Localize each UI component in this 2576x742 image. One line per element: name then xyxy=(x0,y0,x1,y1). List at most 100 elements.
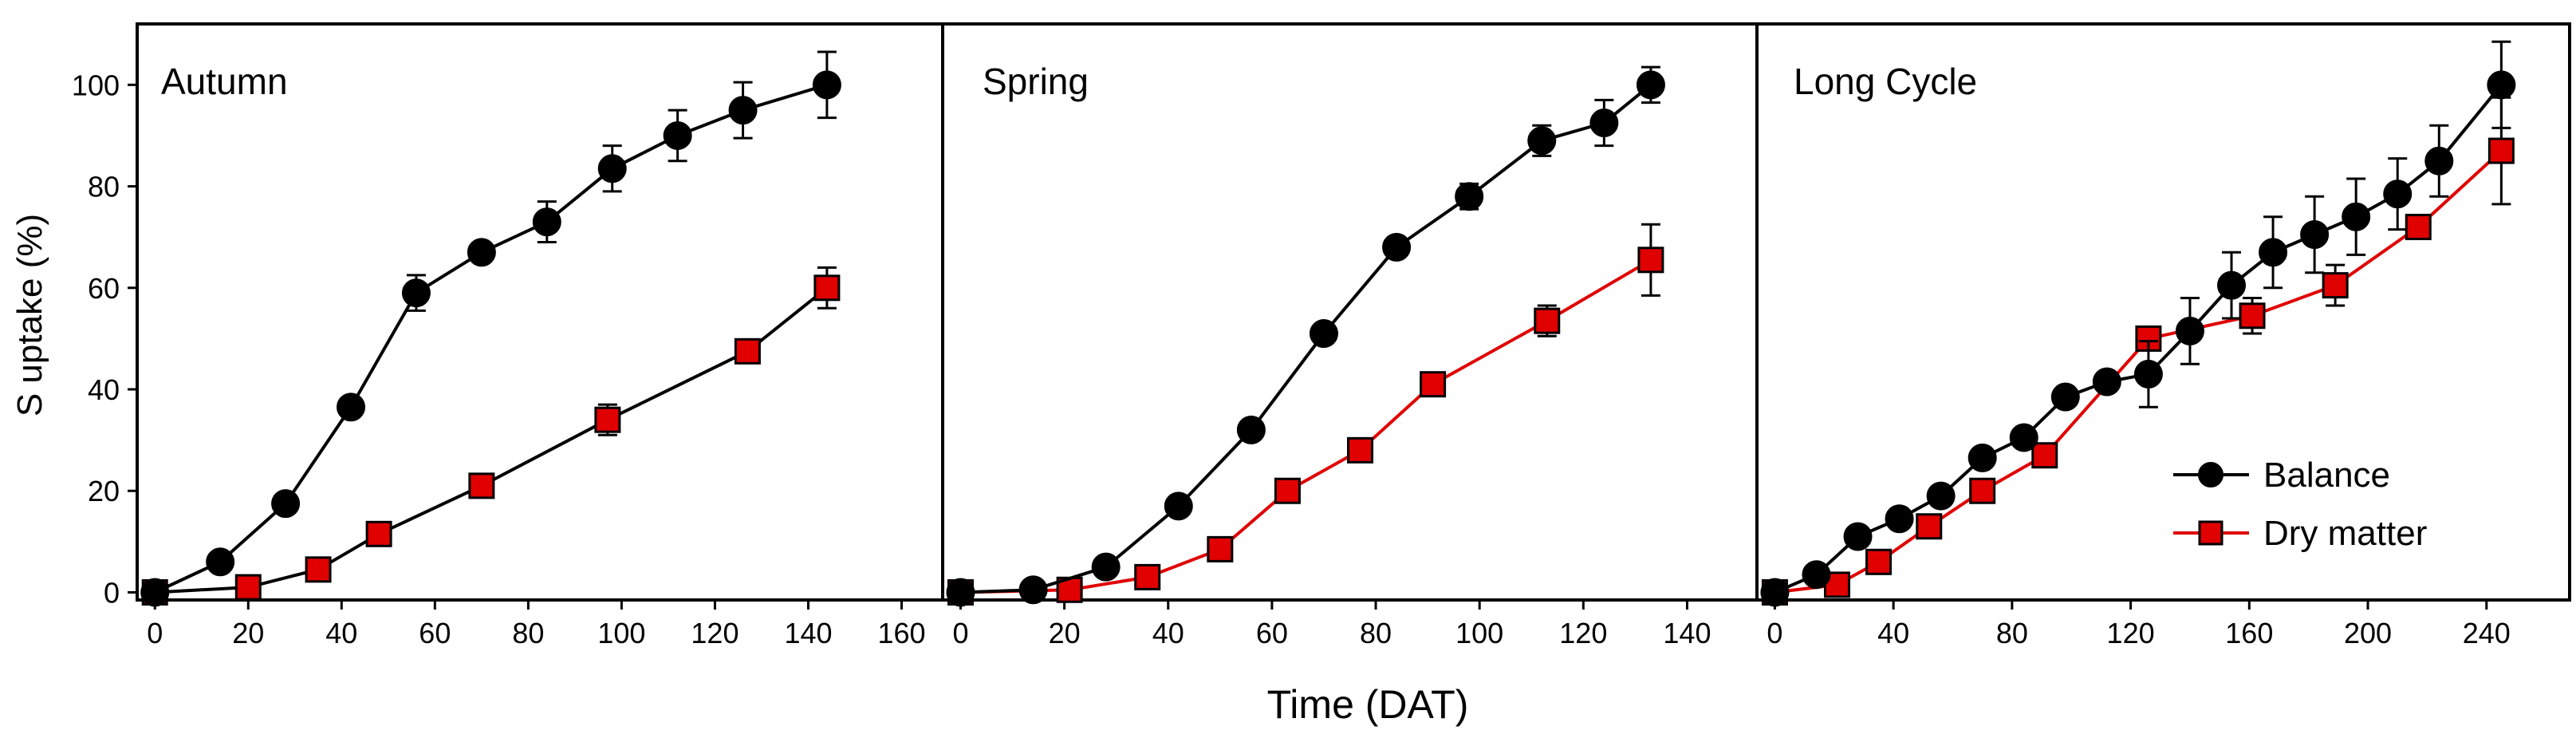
panel-frame xyxy=(136,22,944,602)
data-point-square xyxy=(305,556,332,583)
data-point-square xyxy=(1637,247,1664,274)
x-tick-label: 80 xyxy=(1996,617,2028,649)
data-point-square xyxy=(2031,442,2058,469)
panel-autumn: Autumn 0 20 40 60 80 100 120 140 160 0 20 40 60 80 100 xyxy=(72,22,944,649)
panel-frame xyxy=(1755,22,2571,602)
x-tick-label: 140 xyxy=(784,617,832,649)
legend-balance-marker xyxy=(2198,462,2223,487)
data-point-circle xyxy=(1967,443,1997,472)
data-point-circle xyxy=(2259,238,2288,267)
data-point-circle xyxy=(597,154,627,184)
y-tick-label: 100 xyxy=(72,69,120,101)
data-point-square xyxy=(1274,477,1301,504)
data-point-circle xyxy=(1018,575,1048,605)
x-tick-label: 40 xyxy=(1152,617,1184,649)
data-point-circle xyxy=(2217,270,2247,300)
series-balance xyxy=(946,65,1665,607)
data-point-circle xyxy=(401,278,431,308)
y-tick-label: 0 xyxy=(104,576,120,609)
panel-title: Spring xyxy=(983,61,1089,102)
data-point-circle xyxy=(812,70,841,100)
series-dry-matter xyxy=(141,266,841,606)
data-point-circle xyxy=(336,393,365,422)
data-point-circle xyxy=(2092,367,2121,397)
data-point-square xyxy=(1969,477,1996,504)
data-point-square xyxy=(2239,302,2266,330)
data-point-circle xyxy=(946,578,975,607)
data-point-square xyxy=(1916,513,1943,540)
y-tick-label: 80 xyxy=(88,171,120,203)
x-tick-label: 200 xyxy=(2344,617,2392,649)
data-point-circle xyxy=(2050,382,2080,412)
data-point-circle xyxy=(2487,70,2516,100)
data-point-square xyxy=(1865,548,1893,575)
data-point-circle xyxy=(1527,126,1557,156)
data-point-circle xyxy=(2009,423,2038,452)
x-tick-label: 20 xyxy=(1049,617,1081,649)
data-point-circle xyxy=(1236,415,1266,444)
data-point-square xyxy=(1056,576,1083,603)
data-point-circle xyxy=(1636,70,1665,100)
x-tick-label: 100 xyxy=(597,617,645,649)
data-point-circle xyxy=(2342,202,2371,231)
x-tick-label: 160 xyxy=(2225,617,2273,649)
legend-dry-matter-marker xyxy=(2198,520,2223,546)
data-point-square xyxy=(365,520,392,547)
data-point-square xyxy=(1207,535,1234,562)
y-tick-label: 20 xyxy=(88,475,120,507)
series-balance xyxy=(140,50,841,607)
data-point-circle xyxy=(1843,522,1873,551)
data-point-square xyxy=(1534,307,1561,334)
x-tick-label: 60 xyxy=(1256,617,1288,649)
legend-balance-label: Balance xyxy=(2263,456,2390,495)
data-point-square xyxy=(1347,436,1374,464)
x-tick-label: 80 xyxy=(1360,617,1392,649)
data-point-circle xyxy=(1164,491,1193,521)
panel-frame xyxy=(941,22,1759,602)
data-point-circle xyxy=(467,238,496,267)
data-point-circle xyxy=(2300,219,2330,249)
data-point-circle xyxy=(728,96,758,125)
x-tick-label: 0 xyxy=(1767,617,1782,649)
data-point-square xyxy=(1134,563,1161,590)
series-line-balance xyxy=(154,83,828,594)
series-dry-matter xyxy=(947,223,1664,606)
data-point-circle xyxy=(1309,319,1338,349)
data-point-circle xyxy=(1455,182,1484,211)
data-point-circle xyxy=(1802,560,1831,590)
x-tick-label: 120 xyxy=(2107,617,2155,649)
x-tick-label: 0 xyxy=(147,617,163,649)
data-point-square xyxy=(234,574,262,601)
x-tick-label: 80 xyxy=(512,617,544,649)
x-tick-label: 120 xyxy=(691,617,739,649)
data-point-circle xyxy=(663,120,692,150)
x-tick-label: 0 xyxy=(952,617,968,649)
x-tick-label: 40 xyxy=(1877,617,1909,649)
x-axis-label: Time (DAT) xyxy=(1267,682,1469,727)
x-tick-label: 100 xyxy=(1455,617,1503,649)
x-tick-label: 160 xyxy=(877,617,925,649)
panel-title: Long Cycle xyxy=(1794,61,1977,102)
data-point-square xyxy=(813,274,841,302)
data-point-circle xyxy=(1382,232,1412,262)
data-point-square xyxy=(1420,371,1447,398)
series-line-balance xyxy=(960,83,1652,594)
data-point-circle xyxy=(532,207,561,237)
data-point-circle xyxy=(140,578,170,607)
panel-title: Autumn xyxy=(161,61,288,102)
data-point-circle xyxy=(2383,180,2413,209)
data-point-square xyxy=(734,337,761,365)
y-tick-label: 40 xyxy=(88,373,120,406)
data-point-circle xyxy=(1091,552,1121,582)
y-axis-label: S uptake (%) xyxy=(10,214,49,416)
x-tick-label: 40 xyxy=(325,617,357,649)
data-point-circle xyxy=(2133,359,2163,389)
data-point-circle xyxy=(2175,316,2204,345)
legend-dry-matter-label: Dry matter xyxy=(2263,514,2427,553)
panel-spring: Spring 0 20 40 60 80 100 120 140 xyxy=(941,22,1759,649)
x-tick-label: 240 xyxy=(2463,617,2511,649)
data-point-square xyxy=(2405,213,2432,240)
series-line-dry-matter xyxy=(155,286,829,594)
x-tick-label: 60 xyxy=(419,617,451,649)
